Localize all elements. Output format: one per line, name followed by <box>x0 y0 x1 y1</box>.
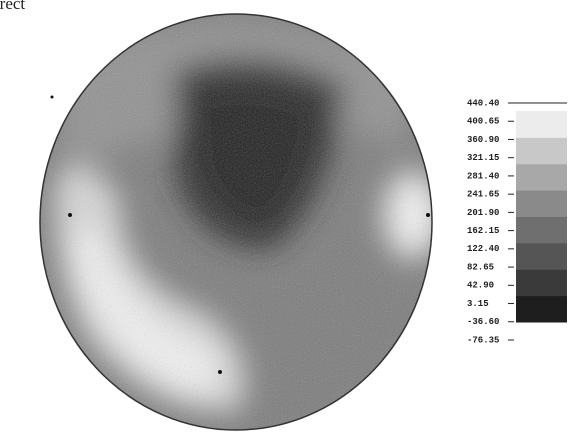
colorbar-tick-label: -36.60 <box>467 317 499 327</box>
colorbar-tick-label: 82.65 <box>467 262 494 272</box>
colorbar-band <box>516 164 567 191</box>
colorbar-band <box>516 296 567 323</box>
colorbar-band <box>516 269 567 296</box>
colorbar-tick-label: 400.65 <box>467 117 499 127</box>
caption-fragment: rrect <box>0 0 25 13</box>
colorbar-tick-label: -76.35 <box>467 335 499 345</box>
colorbar-band <box>516 111 567 138</box>
colorbar-band <box>516 243 567 270</box>
colorbar-band <box>516 217 567 244</box>
colorbar-tick-label: 360.90 <box>467 135 499 145</box>
colorbar-band <box>516 137 567 164</box>
contour-disc <box>30 10 450 432</box>
page: rrect 440.40 400.65 360.90 321.15 281.40 241.… <box>0 0 569 432</box>
colorbar-band <box>516 190 567 217</box>
colorbar-tick-label: 3.15 <box>467 299 489 309</box>
colorbar-tick-label: 281.40 <box>467 171 499 181</box>
colorbar-tick-label: 201.90 <box>467 208 499 218</box>
colorbar-tick-label: 321.15 <box>467 153 499 163</box>
colorbar-tick-label: 162.15 <box>467 226 499 236</box>
colorbar-tick-label: 122.40 <box>467 244 499 254</box>
colorbar-tick-label: 241.65 <box>467 190 499 200</box>
figure: rrect 440.40 400.65 360.90 321.15 281.40 241.… <box>0 0 569 432</box>
colorbar-tick-label: 42.90 <box>467 281 494 291</box>
colorbar-tick-label: 440.40 <box>467 98 499 108</box>
